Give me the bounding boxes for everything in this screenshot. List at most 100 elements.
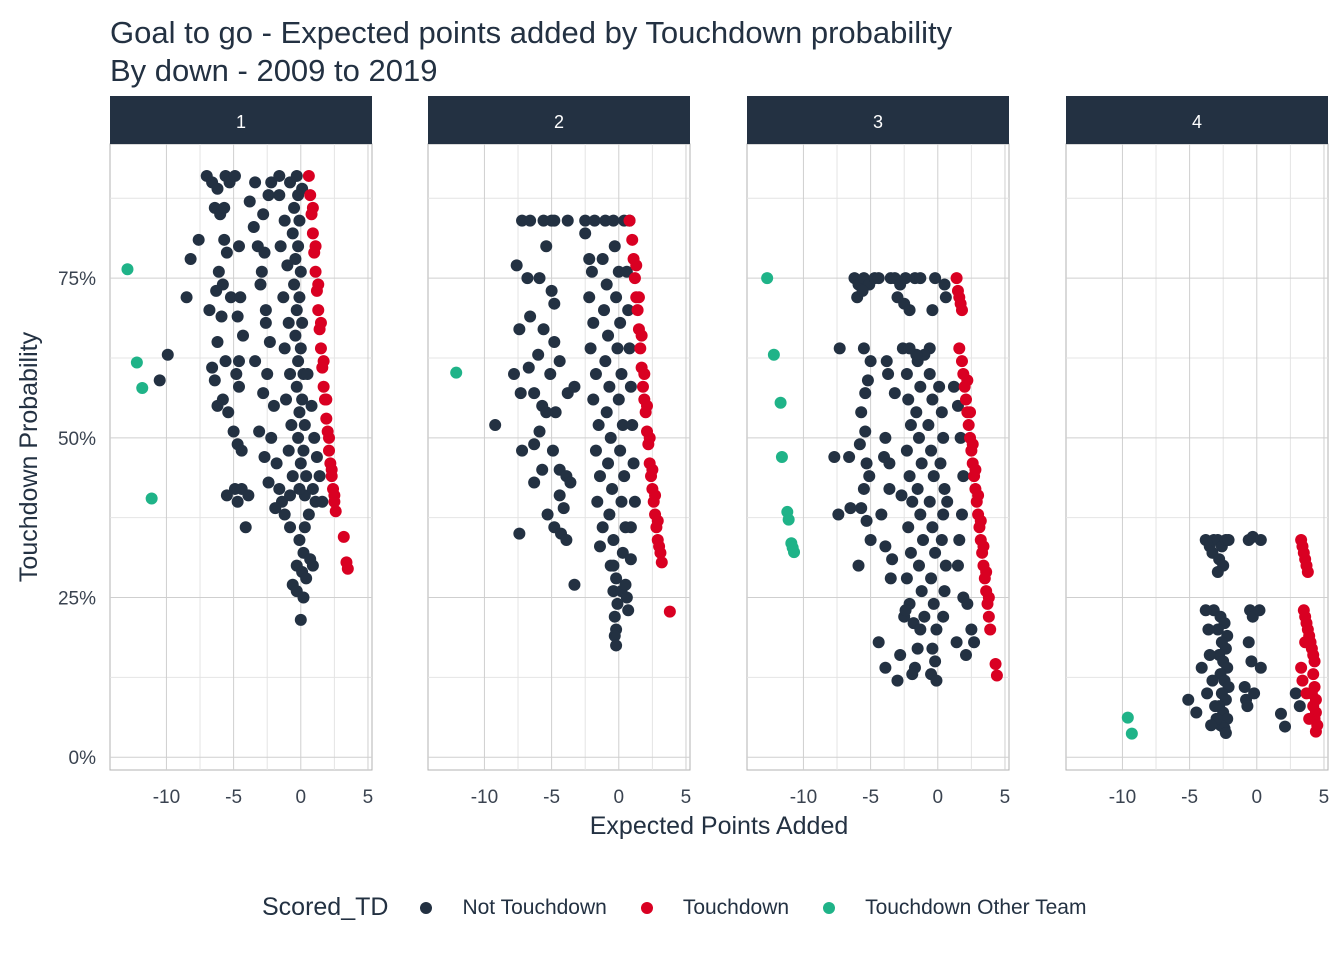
point-touchdown	[953, 342, 966, 355]
point-not-touchdown	[888, 387, 901, 400]
point-touchdown-other-team	[136, 382, 149, 395]
x-tick-label: 0	[296, 787, 307, 808]
point-not-touchdown	[914, 380, 927, 393]
point-not-touchdown	[281, 259, 294, 272]
point-touchdown	[641, 399, 654, 412]
point-not-touchdown	[599, 355, 612, 368]
point-touchdown	[990, 669, 1003, 682]
point-touchdown	[312, 278, 325, 291]
point-not-touchdown	[593, 470, 606, 483]
point-not-touchdown	[296, 316, 309, 329]
point-not-touchdown	[925, 572, 938, 585]
point-not-touchdown	[313, 470, 326, 483]
point-not-touchdown	[610, 639, 623, 652]
point-touchdown-other-team	[774, 396, 787, 409]
point-not-touchdown	[284, 521, 297, 534]
point-not-touchdown	[273, 169, 286, 182]
point-not-touchdown	[232, 240, 245, 253]
point-not-touchdown	[929, 655, 942, 668]
point-not-touchdown	[564, 476, 577, 489]
point-not-touchdown	[611, 597, 624, 610]
point-touchdown-other-team	[775, 451, 788, 463]
point-not-touchdown	[620, 265, 633, 278]
point-not-touchdown	[524, 310, 537, 323]
point-touchdown-other-team	[767, 348, 780, 361]
x-tick-label: 0	[1252, 787, 1263, 808]
point-not-touchdown	[513, 527, 526, 540]
point-not-touchdown	[603, 508, 616, 521]
point-not-touchdown	[875, 508, 888, 521]
point-not-touchdown	[219, 355, 232, 368]
point-not-touchdown	[263, 336, 276, 349]
point-not-touchdown	[305, 399, 318, 412]
point-not-touchdown	[953, 534, 966, 547]
point-touchdown	[328, 489, 341, 502]
point-not-touchdown	[235, 444, 248, 457]
point-touchdown	[302, 169, 315, 182]
point-not-touchdown	[184, 252, 197, 265]
point-touchdown	[317, 355, 330, 368]
point-not-touchdown	[620, 591, 633, 604]
point-not-touchdown	[861, 374, 874, 387]
facet-strip	[1066, 96, 1328, 144]
point-touchdown	[636, 380, 649, 393]
point-touchdown-other-team	[761, 272, 774, 285]
point-not-touchdown	[903, 342, 916, 355]
point-touchdown	[1299, 636, 1312, 649]
point-not-touchdown	[884, 572, 897, 585]
point-not-touchdown	[548, 297, 561, 310]
point-not-touchdown	[265, 431, 278, 444]
point-not-touchdown	[522, 361, 535, 374]
point-not-touchdown	[607, 534, 620, 547]
point-not-touchdown	[882, 367, 895, 380]
point-not-touchdown	[206, 361, 219, 374]
point-not-touchdown	[294, 457, 307, 470]
point-not-touchdown	[289, 252, 302, 265]
point-touchdown	[323, 431, 336, 444]
point-not-touchdown	[298, 419, 311, 432]
point-touchdown-other-team	[1121, 711, 1134, 724]
point-not-touchdown	[624, 553, 637, 566]
point-not-touchdown	[292, 355, 305, 368]
point-not-touchdown	[255, 265, 268, 278]
point-not-touchdown	[249, 355, 262, 368]
point-touchdown	[984, 623, 997, 636]
x-tick-label: 5	[1319, 787, 1330, 808]
point-touchdown	[655, 556, 668, 569]
point-not-touchdown	[234, 291, 247, 304]
point-not-touchdown	[925, 444, 938, 457]
point-not-touchdown	[880, 355, 893, 368]
point-not-touchdown	[528, 476, 541, 489]
point-not-touchdown	[583, 291, 596, 304]
point-touchdown-other-team	[121, 263, 134, 276]
point-not-touchdown	[290, 380, 303, 393]
point-not-touchdown	[269, 502, 282, 515]
legend-item-touchdown: Touchdown	[640, 896, 789, 920]
point-not-touchdown	[220, 489, 233, 502]
point-not-touchdown	[917, 534, 930, 547]
point-not-touchdown	[872, 272, 885, 285]
point-not-touchdown	[915, 585, 928, 598]
point-not-touchdown	[628, 495, 641, 508]
point-not-touchdown	[612, 393, 625, 406]
point-not-touchdown	[231, 310, 244, 323]
point-not-touchdown	[926, 521, 939, 534]
point-touchdown	[309, 240, 322, 253]
point-not-touchdown	[1199, 604, 1212, 617]
point-not-touchdown	[611, 342, 624, 355]
point-not-touchdown	[926, 304, 939, 317]
point-not-touchdown	[930, 623, 943, 636]
point-not-touchdown	[938, 482, 951, 495]
point-not-touchdown	[922, 419, 935, 432]
point-not-touchdown	[293, 291, 306, 304]
point-not-touchdown	[606, 482, 619, 495]
point-not-touchdown	[546, 444, 559, 457]
point-not-touchdown	[203, 304, 216, 317]
point-not-touchdown	[883, 482, 896, 495]
point-not-touchdown	[610, 572, 623, 585]
x-tick-label: -10	[153, 787, 180, 808]
point-not-touchdown	[927, 597, 940, 610]
point-not-touchdown	[302, 508, 315, 521]
point-not-touchdown	[1293, 700, 1306, 713]
point-not-touchdown	[510, 259, 523, 272]
